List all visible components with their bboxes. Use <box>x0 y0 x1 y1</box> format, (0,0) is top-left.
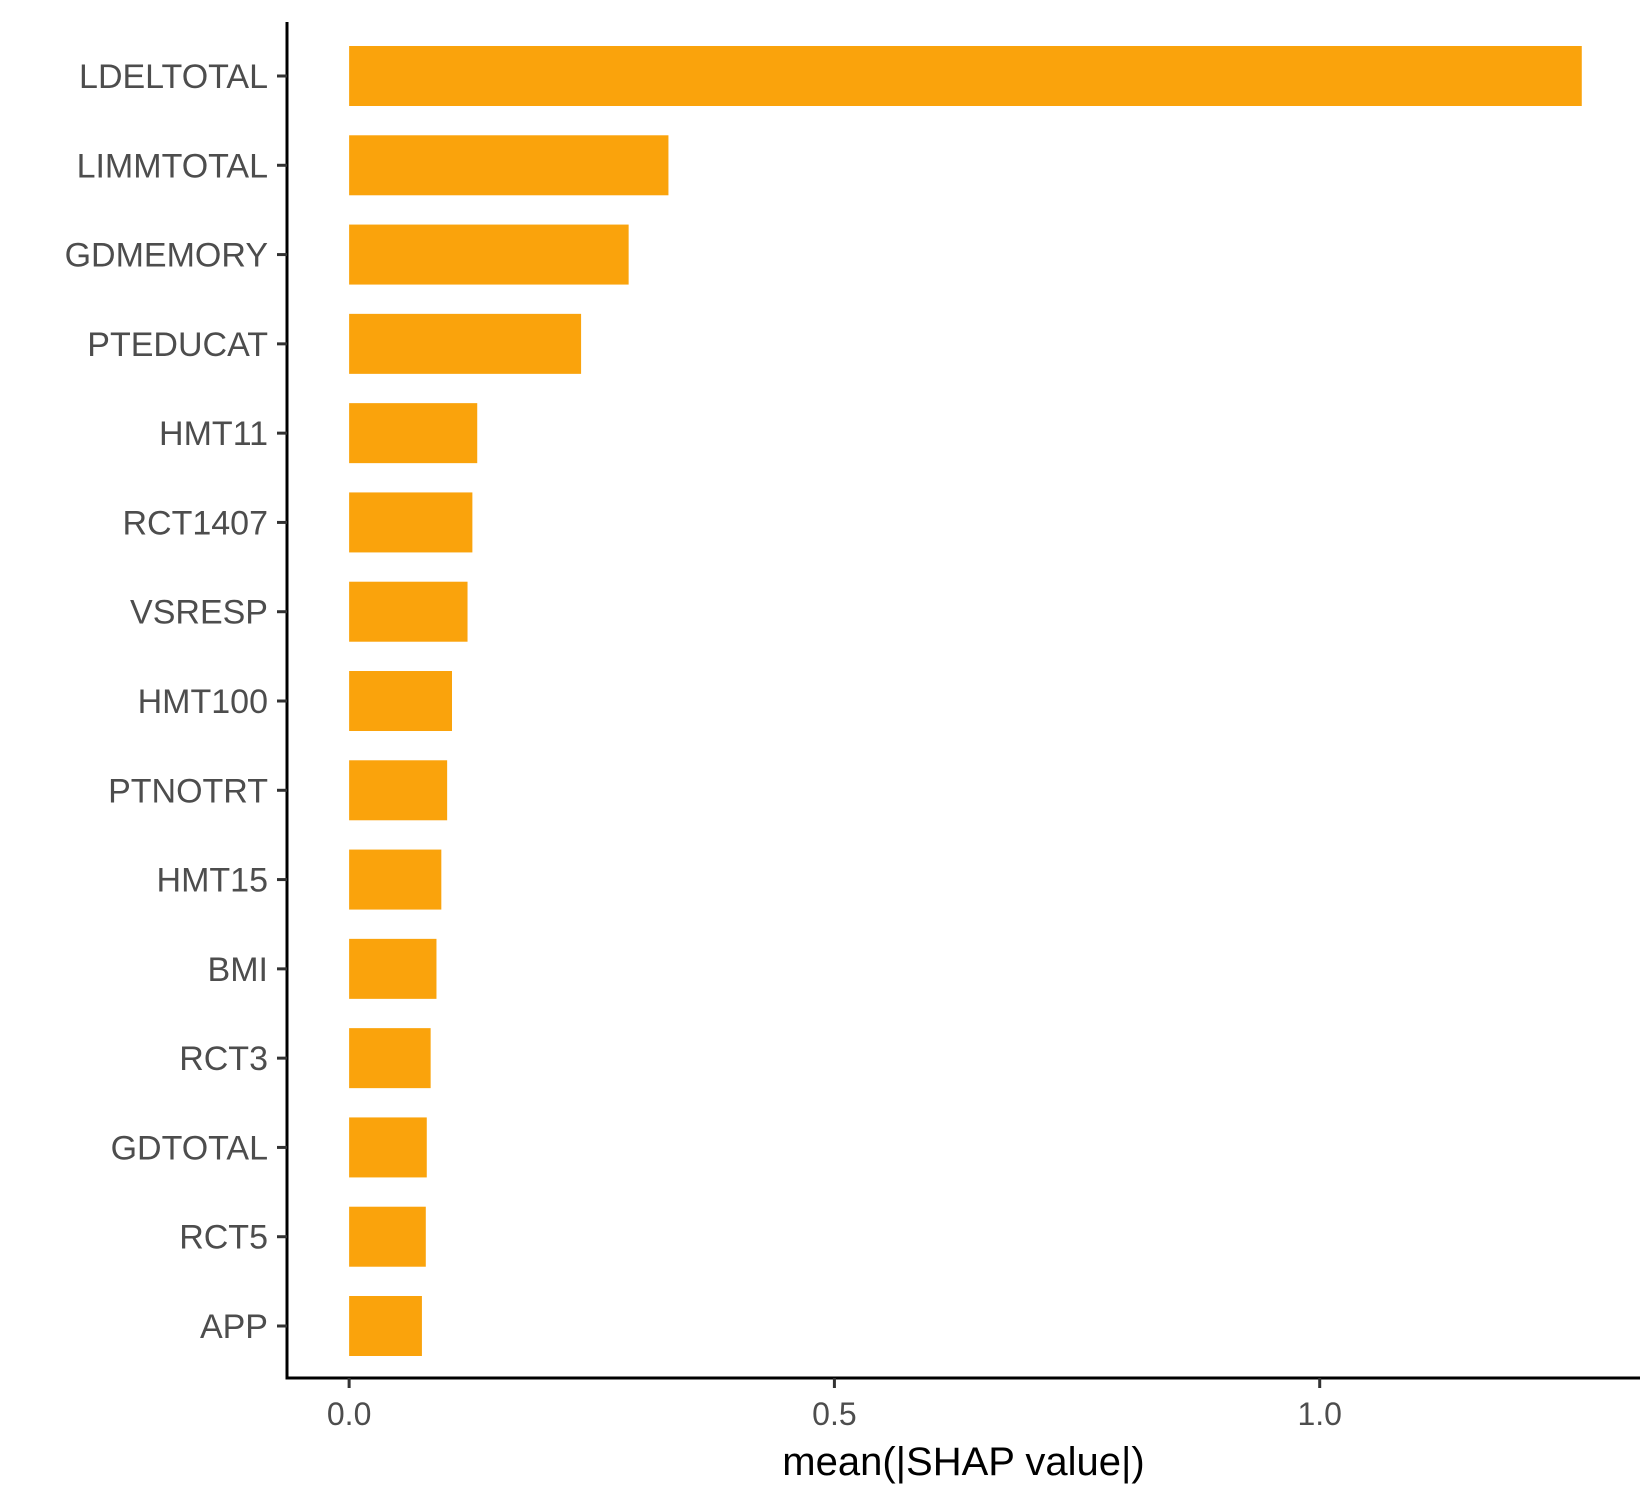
bar-rct3 <box>349 1028 431 1089</box>
bars <box>349 46 1582 1356</box>
bar-hmt11 <box>349 403 478 464</box>
category-label-pteducat: PTEDUCAT <box>87 326 268 364</box>
x-axis-title: mean(|SHAP value|) <box>782 1440 1144 1484</box>
bar-pteducat <box>349 313 582 374</box>
bar-gdtotal <box>349 1117 427 1178</box>
category-label-app: APP <box>200 1308 268 1346</box>
bar-rct1407 <box>349 492 473 553</box>
bar-app <box>349 1296 422 1356</box>
category-label-bmi: BMI <box>208 951 268 989</box>
category-label-vsresp: VSRESP <box>130 594 268 632</box>
x-axis: 0.0 0.5 1.0 <box>285 1376 1640 1432</box>
category-label-rct5: RCT5 <box>179 1219 268 1257</box>
x-tick-label-2: 1.0 <box>1297 1396 1341 1432</box>
category-label-ldeltotal: LDELTOTAL <box>79 58 268 96</box>
category-label-hmt100: HMT100 <box>138 683 268 721</box>
category-label-rct1407: RCT1407 <box>122 504 268 542</box>
bar-ptnotrt <box>349 760 448 821</box>
category-label-ptnotrt: PTNOTRT <box>108 772 268 810</box>
category-label-hmt11: HMT11 <box>159 415 268 453</box>
category-label-rct3: RCT3 <box>179 1040 268 1078</box>
category-label-limmtotal: LIMMTOTAL <box>77 147 268 185</box>
bar-ldeltotal <box>349 46 1582 106</box>
category-label-gdmemory: GDMEMORY <box>65 237 268 275</box>
bar-limmtotal <box>349 135 669 196</box>
x-tick-label-1: 0.5 <box>812 1396 856 1432</box>
category-label-hmt15: HMT15 <box>157 862 268 900</box>
bar-vsresp <box>349 581 468 642</box>
x-tick-label-0: 0.0 <box>327 1396 371 1432</box>
bar-hmt100 <box>349 671 452 731</box>
bar-gdmemory <box>349 224 629 285</box>
category-label-gdtotal: GDTOTAL <box>111 1129 268 1167</box>
bar-rct5 <box>349 1206 426 1267</box>
y-axis: LDELTOTAL LIMMTOTAL GDMEMORY PTEDUCAT HMT11 R… <box>65 22 289 1378</box>
bar-hmt15 <box>349 849 442 910</box>
bar-bmi <box>349 938 437 999</box>
